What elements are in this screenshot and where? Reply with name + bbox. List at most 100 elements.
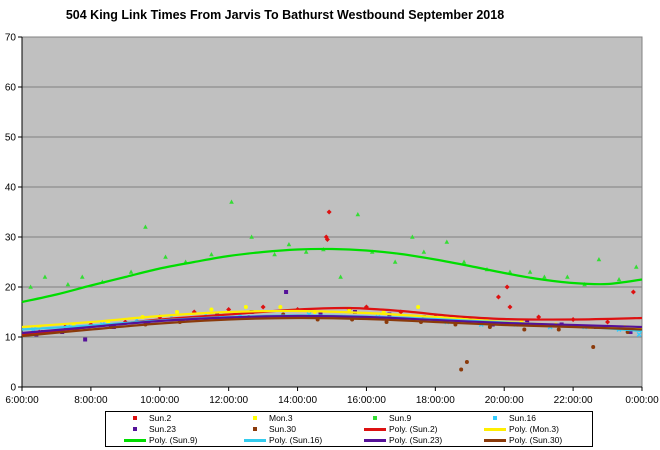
point-sun-9 <box>79 274 85 279</box>
point-mon-3 <box>278 305 283 309</box>
point-sun-9 <box>338 274 343 279</box>
y-tick-label: 20 <box>5 283 17 294</box>
point-sun-30 <box>384 320 389 324</box>
point-sun-2 <box>630 289 636 295</box>
point-sun-16 <box>636 332 642 337</box>
x-tick-label: 12:00:00 <box>209 395 248 406</box>
y-tick-label: 30 <box>5 233 17 244</box>
point-sun-9 <box>143 224 148 229</box>
point-sun-2 <box>605 319 611 325</box>
x-tick-label: 18:00:00 <box>416 395 455 406</box>
chart-title: 504 King Link Times From Jarvis To Bathu… <box>65 8 505 22</box>
point-sun-30 <box>464 360 469 364</box>
legend-line-swatch <box>124 435 146 446</box>
trendline-poly-sun-23 <box>21 314 643 335</box>
legend-item: Sun.30 <box>244 424 296 435</box>
point-sun-9 <box>209 252 214 257</box>
point-sun-9 <box>392 259 398 264</box>
point-sun-9 <box>229 199 234 204</box>
legend-marker-swatch <box>484 413 506 424</box>
legend-item: Poly. (Sun.16) <box>244 435 322 446</box>
legend-item: Sun.9 <box>364 413 411 424</box>
legend-line-swatch <box>364 435 386 446</box>
point-sun-23 <box>525 320 530 324</box>
point-sun-9 <box>128 269 134 274</box>
point-sun-30 <box>487 325 492 329</box>
point-sun-9 <box>542 274 547 279</box>
legend-label: Poly. (Sun.2) <box>389 424 438 434</box>
legend-marker-swatch <box>124 413 146 424</box>
point-mon-3 <box>175 310 179 314</box>
legend-item: Sun.2 <box>124 413 171 424</box>
point-sun-23 <box>284 290 289 294</box>
legend-item: Sun.23 <box>124 424 176 435</box>
point-sun-9 <box>421 249 427 254</box>
point-sun-30 <box>591 345 596 349</box>
legend-marker-swatch <box>244 413 266 424</box>
y-tick-label: 0 <box>10 383 16 394</box>
legend-label: Sun.23 <box>149 424 176 434</box>
point-sun-9 <box>65 282 71 287</box>
plot-area <box>21 36 643 388</box>
point-sun-30 <box>459 367 464 372</box>
legend-item: Poly. (Sun.2) <box>364 424 438 435</box>
point-sun-2 <box>495 294 501 300</box>
y-tick-label: 40 <box>5 183 17 194</box>
point-sun-2 <box>536 314 542 320</box>
point-mon-3 <box>416 305 421 309</box>
point-sun-2 <box>260 304 266 310</box>
legend-label: Sun.30 <box>269 424 296 434</box>
point-sun-9 <box>596 257 602 262</box>
legend-label: Mon.3 <box>269 413 293 423</box>
legend-label: Sun.2 <box>149 413 172 423</box>
point-sun-2 <box>226 307 232 312</box>
point-sun-9 <box>28 284 33 289</box>
x-tick-label: 16:00:00 <box>347 395 386 406</box>
legend-line-swatch <box>484 435 506 446</box>
y-tick-label: 70 <box>5 33 17 44</box>
legend-marker-swatch <box>124 424 146 435</box>
trendline-poly-sun-30 <box>21 316 643 338</box>
legend-label: Sun.9 <box>389 413 412 423</box>
legend-label: Poly. (Sun.9) <box>149 435 198 445</box>
legend-line-swatch <box>364 424 386 435</box>
legend-marker-swatch <box>364 413 386 424</box>
point-sun-9 <box>410 234 415 239</box>
y-tick-label: 60 <box>5 83 17 94</box>
point-sun-9 <box>42 274 48 279</box>
x-tick-label: 10:00:00 <box>140 395 179 406</box>
point-sun-9 <box>272 252 277 257</box>
point-sun-9 <box>527 269 533 274</box>
legend-label: Sun.16 <box>509 413 536 423</box>
point-sun-9 <box>286 242 292 247</box>
point-sun-2 <box>504 284 510 290</box>
point-sun-9 <box>444 239 450 244</box>
legend-label: Poly. (Mon.3) <box>509 424 559 434</box>
legend-item: Poly. (Sun.23) <box>364 435 442 446</box>
legend-item: Poly. (Sun.30) <box>484 435 562 446</box>
point-mon-3 <box>209 307 214 312</box>
legend-line-swatch <box>244 435 266 446</box>
y-tick-label: 50 <box>5 133 17 144</box>
point-sun-2 <box>326 209 332 215</box>
legend-item: Mon.3 <box>244 413 293 424</box>
point-sun-9 <box>461 259 467 264</box>
x-tick-label: 14:00:00 <box>278 395 317 406</box>
point-sun-9 <box>163 254 168 259</box>
legend-label: Poly. (Sun.30) <box>509 435 563 445</box>
legend-label: Poly. (Sun.16) <box>269 435 323 445</box>
point-sun-9 <box>616 277 622 282</box>
x-tick-label: 0:00:00 <box>625 395 659 406</box>
legend: Sun.2 Mon.3 Sun.9 Sun.16 Sun.23 Sun.30 Poly. (… <box>105 411 593 447</box>
y-tick-label: 10 <box>5 333 17 344</box>
point-sun-2 <box>324 237 330 242</box>
point-sun-9 <box>249 234 254 239</box>
legend-label: Poly. (Sun.23) <box>389 435 443 445</box>
point-sun-23 <box>318 312 323 317</box>
point-sun-9 <box>355 212 361 217</box>
point-mon-3 <box>243 305 248 309</box>
legend-item: Poly. (Mon.3) <box>484 424 559 435</box>
x-tick-label: 8:00:00 <box>74 395 108 406</box>
point-sun-9 <box>565 274 570 279</box>
